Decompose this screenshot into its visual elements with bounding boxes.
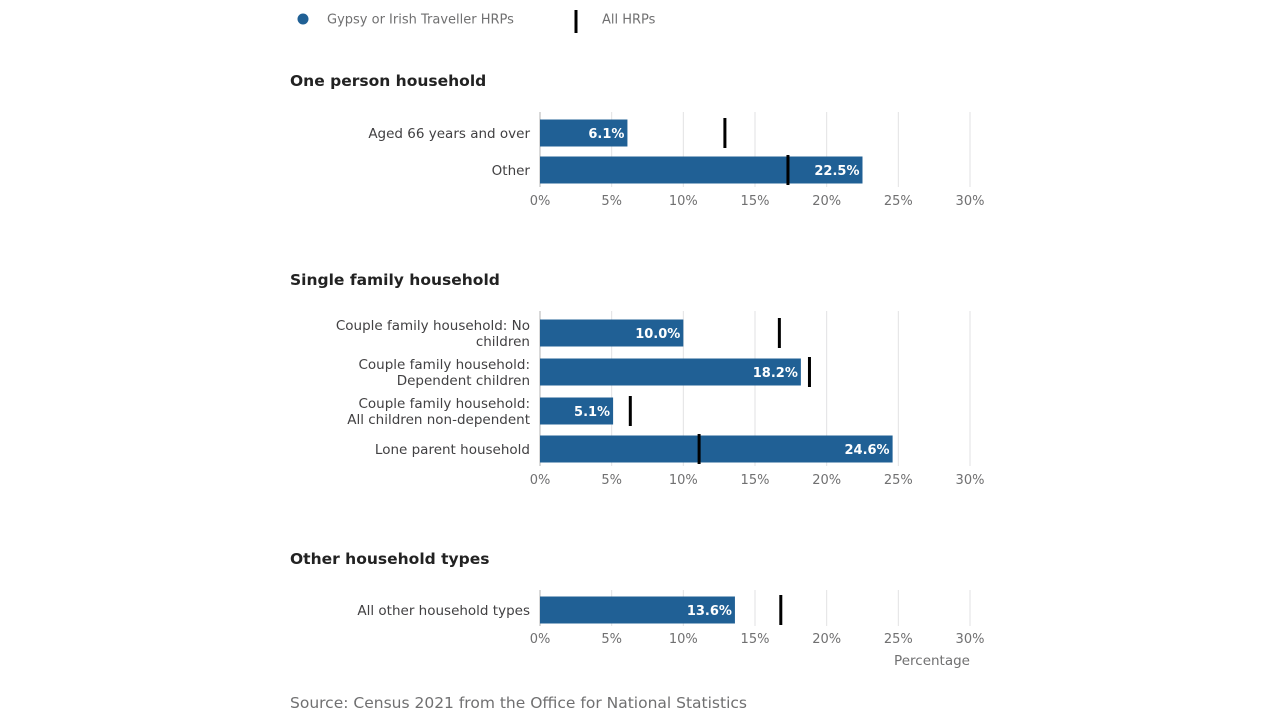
category-label: All other household types <box>357 603 530 619</box>
bar <box>540 358 801 386</box>
bar <box>540 435 893 463</box>
bar <box>540 596 735 624</box>
category-label: children <box>476 334 530 350</box>
panel-title: One person household <box>290 72 486 90</box>
all-hrps-marker <box>807 357 811 387</box>
x-tick-label: 10% <box>669 632 698 647</box>
all-hrps-marker <box>697 434 701 464</box>
category-label: All children non-dependent <box>347 412 530 428</box>
x-tick-label: 0% <box>530 632 551 647</box>
all-hrps-marker <box>786 155 790 185</box>
x-tick-label: 20% <box>812 632 841 647</box>
category-label: Other <box>492 163 531 179</box>
x-tick-label: 30% <box>956 194 985 209</box>
chart-panel-3: Other household types 0% 5% 10% 15% 20% 25% 30%… <box>290 550 984 669</box>
chart-panel-1: One person household 0% 5% 10% 15% 20% 25% 30% A… <box>290 72 984 209</box>
bar-value-label: 13.6% <box>687 604 732 619</box>
all-hrps-marker <box>777 318 781 348</box>
chart-panel-2: Single family household 0% 5% 10% 15% 20% 25% 3… <box>290 271 984 488</box>
category-label: Lone parent household <box>375 442 530 458</box>
category-label: Couple family household: No <box>336 318 530 334</box>
x-tick-label: 15% <box>741 473 770 488</box>
bar-value-label: 10.0% <box>635 327 680 342</box>
all-hrps-marker <box>628 396 632 426</box>
all-hrps-marker <box>723 118 727 148</box>
x-tick-label: 20% <box>812 194 841 209</box>
category-label: Couple family household: <box>358 396 530 412</box>
x-tick-label: 10% <box>669 473 698 488</box>
bar-value-label: 5.1% <box>574 405 610 420</box>
x-tick-label: 5% <box>601 194 622 209</box>
x-tick-label: 30% <box>956 473 985 488</box>
category-label: Dependent children <box>397 373 530 389</box>
x-tick-label: 5% <box>601 632 622 647</box>
bar <box>540 156 863 184</box>
x-tick-label: 25% <box>884 194 913 209</box>
x-tick-label: 25% <box>884 632 913 647</box>
legend-marker-swatch <box>574 10 578 33</box>
chart-panels: One person household 0% 5% 10% 15% 20% 25% 30% A… <box>290 72 984 669</box>
legend: Gypsy or Irish Traveller HRPs All HRPs <box>297 10 656 33</box>
x-tick-label: 15% <box>741 194 770 209</box>
all-hrps-marker <box>779 595 783 625</box>
panel-title: Other household types <box>290 550 489 568</box>
legend-series-swatch <box>297 13 309 25</box>
panel-title: Single family household <box>290 271 500 289</box>
x-tick-label: 30% <box>956 632 985 647</box>
bar-value-label: 6.1% <box>588 127 624 142</box>
x-tick-label: 0% <box>530 473 551 488</box>
x-tick-label: 0% <box>530 194 551 209</box>
bar-value-label: 22.5% <box>814 164 859 179</box>
bar-value-label: 18.2% <box>753 366 798 381</box>
legend-series-label: Gypsy or Irish Traveller HRPs <box>327 13 514 28</box>
bar <box>540 319 684 347</box>
x-tick-label: 10% <box>669 194 698 209</box>
x-tick-label: 5% <box>601 473 622 488</box>
source-note: Source: Census 2021 from the Office for … <box>290 694 747 712</box>
x-tick-label: 15% <box>741 632 770 647</box>
category-label: Couple family household: <box>358 357 530 373</box>
bar-value-label: 24.6% <box>844 443 889 458</box>
x-tick-label: 20% <box>812 473 841 488</box>
category-label: Aged 66 years and over <box>368 126 530 142</box>
legend-marker-label: All HRPs <box>602 13 656 28</box>
x-axis-title: Percentage <box>894 653 970 669</box>
bar <box>540 397 614 425</box>
x-tick-label: 25% <box>884 473 913 488</box>
bar <box>540 119 628 147</box>
